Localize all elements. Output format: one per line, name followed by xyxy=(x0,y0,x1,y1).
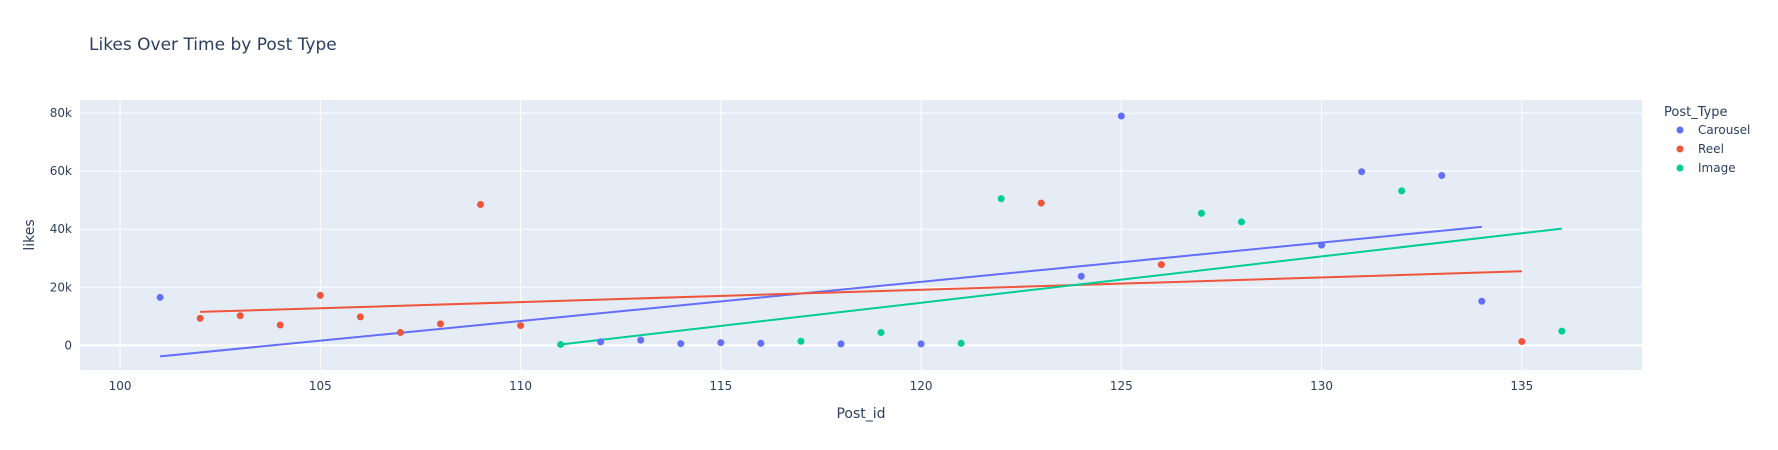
image-point[interactable] xyxy=(1237,218,1245,226)
legend-item-image[interactable]: Image xyxy=(1676,161,1736,175)
image-point[interactable] xyxy=(1197,209,1205,217)
reel-point[interactable] xyxy=(196,314,204,322)
carousel-point[interactable] xyxy=(637,336,645,344)
legend[interactable]: Post_Type Carousel Reel Image xyxy=(1664,105,1750,175)
reel-point[interactable] xyxy=(356,313,364,321)
carousel-point[interactable] xyxy=(717,339,725,347)
legend-items[interactable]: Carousel Reel Image xyxy=(1676,123,1751,175)
legend-item-carousel[interactable]: Carousel xyxy=(1676,123,1751,137)
y-tick-label: 40k xyxy=(50,222,72,236)
x-tick-label: 120 xyxy=(910,379,933,393)
image-point[interactable] xyxy=(997,195,1005,203)
carousel-point[interactable] xyxy=(917,340,925,348)
reel-point[interactable] xyxy=(1037,199,1045,207)
reel-point[interactable] xyxy=(477,201,485,209)
legend-item-reel[interactable]: Reel xyxy=(1676,142,1724,156)
legend-marker xyxy=(1676,126,1684,134)
y-tick-label: 20k xyxy=(50,280,72,294)
legend-label: Image xyxy=(1698,161,1736,175)
y-tick-label: 0 xyxy=(64,338,72,352)
legend-label: Reel xyxy=(1698,142,1724,156)
reel-point[interactable] xyxy=(517,322,525,330)
legend-title: Post_Type xyxy=(1664,105,1728,120)
image-trendline xyxy=(560,227,1563,346)
legend-marker xyxy=(1676,164,1684,172)
image-point[interactable] xyxy=(1558,327,1566,335)
x-tick-label: 105 xyxy=(309,379,332,393)
x-tick-label: 115 xyxy=(709,379,732,393)
image-point[interactable] xyxy=(877,329,885,337)
reel-point[interactable] xyxy=(236,312,244,320)
carousel-point[interactable] xyxy=(1478,297,1486,305)
data-points xyxy=(156,112,1566,348)
x-tick-label: 125 xyxy=(1110,379,1133,393)
reel-point[interactable] xyxy=(276,321,284,329)
reel-point[interactable] xyxy=(396,329,404,337)
carousel-point[interactable] xyxy=(1438,171,1446,179)
y-tick-label: 60k xyxy=(50,164,72,178)
plot-area xyxy=(80,100,1642,370)
image-point[interactable] xyxy=(957,339,965,347)
x-tick-label: 135 xyxy=(1510,379,1533,393)
y-axis-title: likes xyxy=(22,219,38,250)
image-point[interactable] xyxy=(557,340,565,348)
carousel-point[interactable] xyxy=(677,340,685,348)
reel-point[interactable] xyxy=(436,320,444,328)
carousel-point[interactable] xyxy=(837,340,845,348)
carousel-point[interactable] xyxy=(597,338,605,346)
reel-point[interactable] xyxy=(1157,261,1165,269)
image-point[interactable] xyxy=(1398,187,1406,195)
legend-marker xyxy=(1676,145,1684,153)
x-axis-title: Post_id xyxy=(836,406,885,422)
carousel-point[interactable] xyxy=(1318,241,1326,249)
carousel-point[interactable] xyxy=(1117,112,1125,120)
y-tick-label: 80k xyxy=(50,106,72,120)
chart-title: Likes Over Time by Post Type xyxy=(89,35,337,55)
x-axis-ticks: 100 105 110 115 120 125 130 135 xyxy=(109,379,1534,393)
image-point[interactable] xyxy=(797,337,805,345)
carousel-trendline xyxy=(160,225,1482,358)
x-tick-label: 100 xyxy=(109,379,132,393)
carousel-point[interactable] xyxy=(757,339,765,347)
x-tick-label: 130 xyxy=(1310,379,1333,393)
x-tick-label: 110 xyxy=(509,379,532,393)
carousel-point[interactable] xyxy=(1358,168,1366,176)
reel-point[interactable] xyxy=(1518,338,1526,346)
carousel-point[interactable] xyxy=(1077,272,1085,280)
trendlines xyxy=(160,225,1563,358)
y-axis-ticks: 0 20k 40k 60k 80k xyxy=(50,106,72,352)
reel-trendline xyxy=(200,270,1522,313)
reel-point[interactable] xyxy=(316,291,324,299)
carousel-point[interactable] xyxy=(156,293,164,301)
legend-label: Carousel xyxy=(1698,123,1750,137)
